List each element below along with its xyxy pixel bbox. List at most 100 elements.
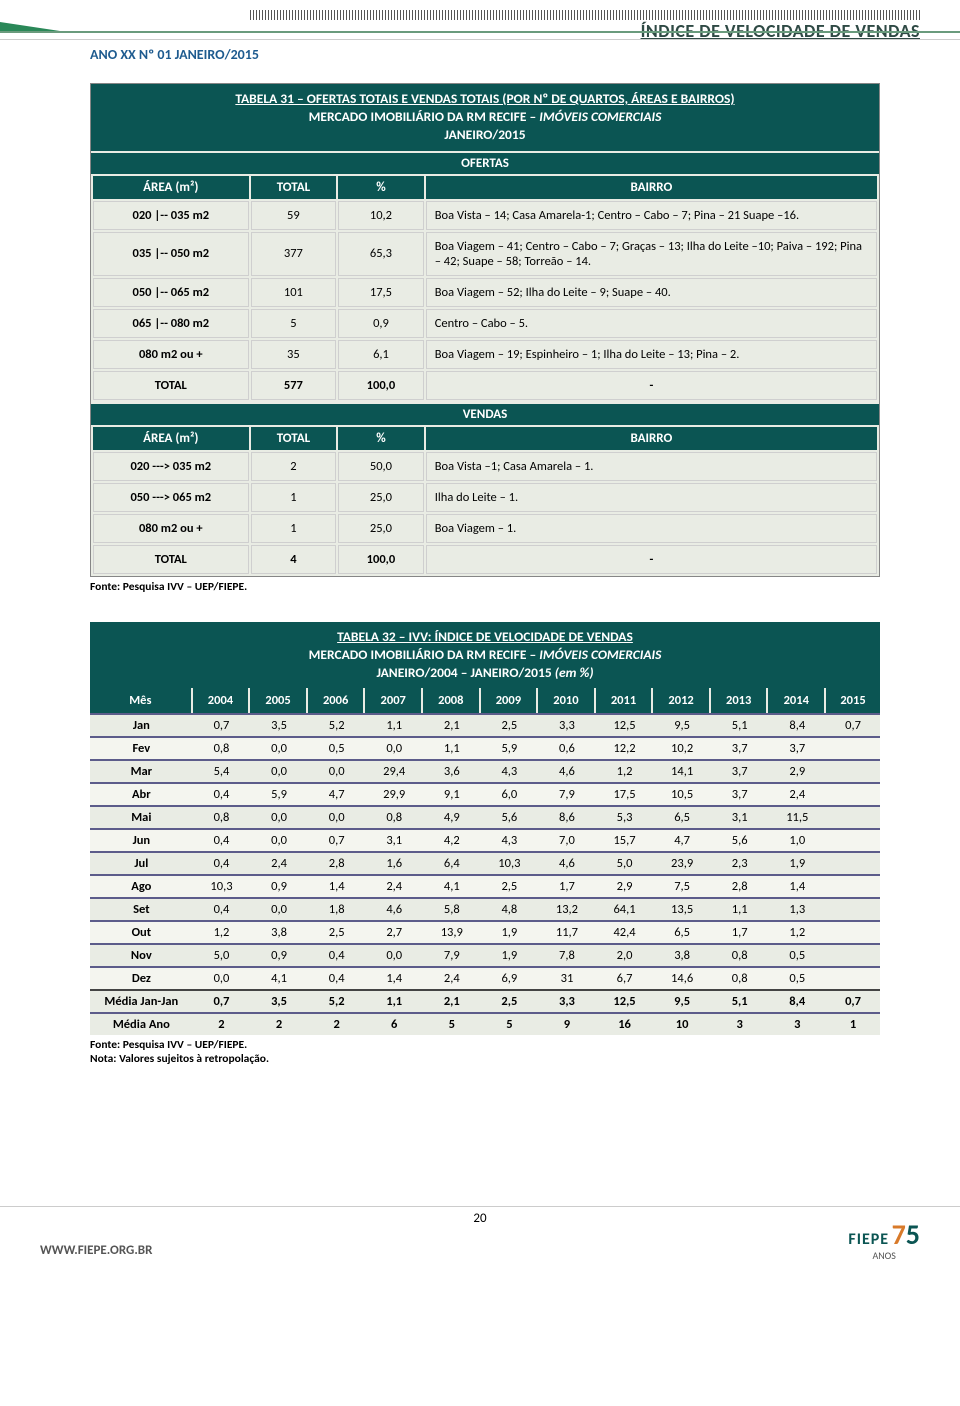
cell-pct: 0,9 [338, 309, 424, 338]
cell-value: 2 [250, 1012, 308, 1035]
col-pct: % [338, 176, 424, 199]
cell-value: 4,3 [481, 828, 539, 851]
cell-value: 1,7 [711, 920, 769, 943]
cell-value: 9,1 [423, 782, 481, 805]
cell-pct: 25,0 [338, 514, 424, 543]
cell-value: 10 [653, 1012, 711, 1035]
cell-pct: 6,1 [338, 340, 424, 369]
cell-value: 1,2 [193, 920, 251, 943]
cell-value: 0,8 [711, 943, 769, 966]
brand-text: FIEPE [848, 1230, 889, 1249]
t31-source-text: Fonte: Pesquisa IVV – UEP/FIEPE. [90, 580, 247, 594]
cell-value: 1,9 [481, 943, 539, 966]
cell-value [826, 920, 880, 943]
cell-value: 2,8 [711, 874, 769, 897]
cell-value: 5,2 [308, 713, 366, 736]
cell-value: 6,5 [653, 805, 711, 828]
table-row: 050 |-- 065 m210117,5Boa Viagem – 52; Il… [93, 278, 877, 307]
cell-value: 0,7 [826, 713, 880, 736]
cell-total: 59 [251, 201, 337, 230]
cell-value: 3 [768, 1012, 826, 1035]
col-year: 2006 [308, 688, 366, 713]
cell-value: 14,1 [653, 759, 711, 782]
col-year: 2012 [653, 688, 711, 713]
table-row: 035 |-- 050 m237765,3Boa Viagem – 41; Ce… [93, 232, 877, 276]
cell-value: 5 [423, 1012, 481, 1035]
cell-value: 5,1 [711, 713, 769, 736]
table-row: Set0,40,01,84,65,84,813,264,113,51,11,3 [90, 897, 880, 920]
page-header: ÍNDICE DE VELOCIDADE DE VENDAS [0, 0, 960, 40]
cell-value: 1,4 [308, 874, 366, 897]
table-row: Dez0,04,10,41,42,46,9316,714,60,80,5 [90, 966, 880, 989]
col-year: 2013 [711, 688, 769, 713]
cell-value: 2,9 [768, 759, 826, 782]
cell-value: 2,5 [481, 874, 539, 897]
cell-value: 2,1 [423, 713, 481, 736]
col-year: 2014 [768, 688, 826, 713]
cell-value: 8,4 [768, 713, 826, 736]
cell-value: 4,9 [423, 805, 481, 828]
cell-value: 1,4 [768, 874, 826, 897]
cell-value: 1 [826, 1012, 880, 1035]
cell-area: 080 m2 ou + [93, 340, 249, 369]
cell-month: Ago [90, 874, 193, 897]
cell-value: 0,5 [768, 966, 826, 989]
table-row: Jul0,42,42,81,66,410,34,65,023,92,31,9 [90, 851, 880, 874]
t31-title-line2-i: IMÓVEIS COMERCIAIS [539, 108, 661, 125]
cell-value: 14,6 [653, 966, 711, 989]
cell-bairro: Centro – Cabo – 5. [426, 309, 877, 338]
cell-value: 1,8 [308, 897, 366, 920]
cell-value: 4,2 [423, 828, 481, 851]
cell-value: 13,2 [538, 897, 596, 920]
cell-value: 0,4 [308, 943, 366, 966]
cell-value: 4,6 [365, 897, 423, 920]
cell-month: Jun [90, 828, 193, 851]
cell-value [826, 782, 880, 805]
cell-value: 1,7 [538, 874, 596, 897]
cell-value: 7,8 [538, 943, 596, 966]
table-row: 080 m2 ou +125,0Boa Viagem – 1. [93, 514, 877, 543]
cell-value: 0,0 [250, 759, 308, 782]
cell-value: 1,2 [768, 920, 826, 943]
cell-month: Out [90, 920, 193, 943]
cell-value: 0,0 [250, 805, 308, 828]
cell-value: 0,7 [308, 828, 366, 851]
cell-month: Jul [90, 851, 193, 874]
cell-month: Jan [90, 713, 193, 736]
cell-value: 4,1 [250, 966, 308, 989]
cell-value: 2,3 [711, 851, 769, 874]
cell-value: 64,1 [596, 897, 654, 920]
cell-value: 0,0 [250, 828, 308, 851]
cell-value: 5,4 [193, 759, 251, 782]
cell-area: 020 ---> 035 m2 [93, 452, 249, 481]
cell-value: 12,5 [596, 713, 654, 736]
page-footer: 20 WWW.FIEPE.ORG.BR FIEPE 7 ANOS [0, 1206, 960, 1266]
cell-value: 0,6 [538, 736, 596, 759]
cell-value: 3 [711, 1012, 769, 1035]
cell-value [826, 966, 880, 989]
table-row: Jun0,40,00,73,14,24,37,015,74,75,61,0 [90, 828, 880, 851]
t31-vendas-label: VENDAS [91, 402, 879, 425]
cell-bairro: Boa Viagem – 41; Centro – Cabo – 7; Graç… [426, 232, 877, 276]
table-31-title: TABELA 31 – OFERTAS TOTAIS E VENDAS TOTA… [91, 84, 879, 151]
cell-value [826, 805, 880, 828]
col-bairro: BAIRRO [426, 176, 877, 199]
header-wedge [0, 22, 60, 31]
cell-value: 7,9 [423, 943, 481, 966]
cell-value: 9,5 [653, 989, 711, 1012]
cell-value: 4,3 [481, 759, 539, 782]
cell-value: 2,5 [481, 713, 539, 736]
cell-month: Set [90, 897, 193, 920]
cell-value: 1,1 [711, 897, 769, 920]
col-bairro: BAIRRO [426, 427, 877, 450]
col-total: TOTAL [251, 427, 337, 450]
cell-bairro: Boa Viagem – 52; Ilha do Leite – 9; Suap… [426, 278, 877, 307]
table-row-total: TOTAL577100,0- [93, 371, 877, 400]
cell-value: 11,5 [768, 805, 826, 828]
page-content: TABELA 31 – OFERTAS TOTAIS E VENDAS TOTA… [0, 63, 960, 1086]
t32-source1: Fonte: Pesquisa IVV – UEP/FIEPE. [90, 1038, 247, 1052]
cell-value: 1,1 [423, 736, 481, 759]
cell-value: 5,0 [193, 943, 251, 966]
table-row-average: Média Jan-Jan0,73,55,21,12,12,53,312,59,… [90, 989, 880, 1012]
t31-vendas-table: ÁREA (m²) TOTAL % BAIRRO 020 ---> 035 m2… [91, 425, 879, 576]
